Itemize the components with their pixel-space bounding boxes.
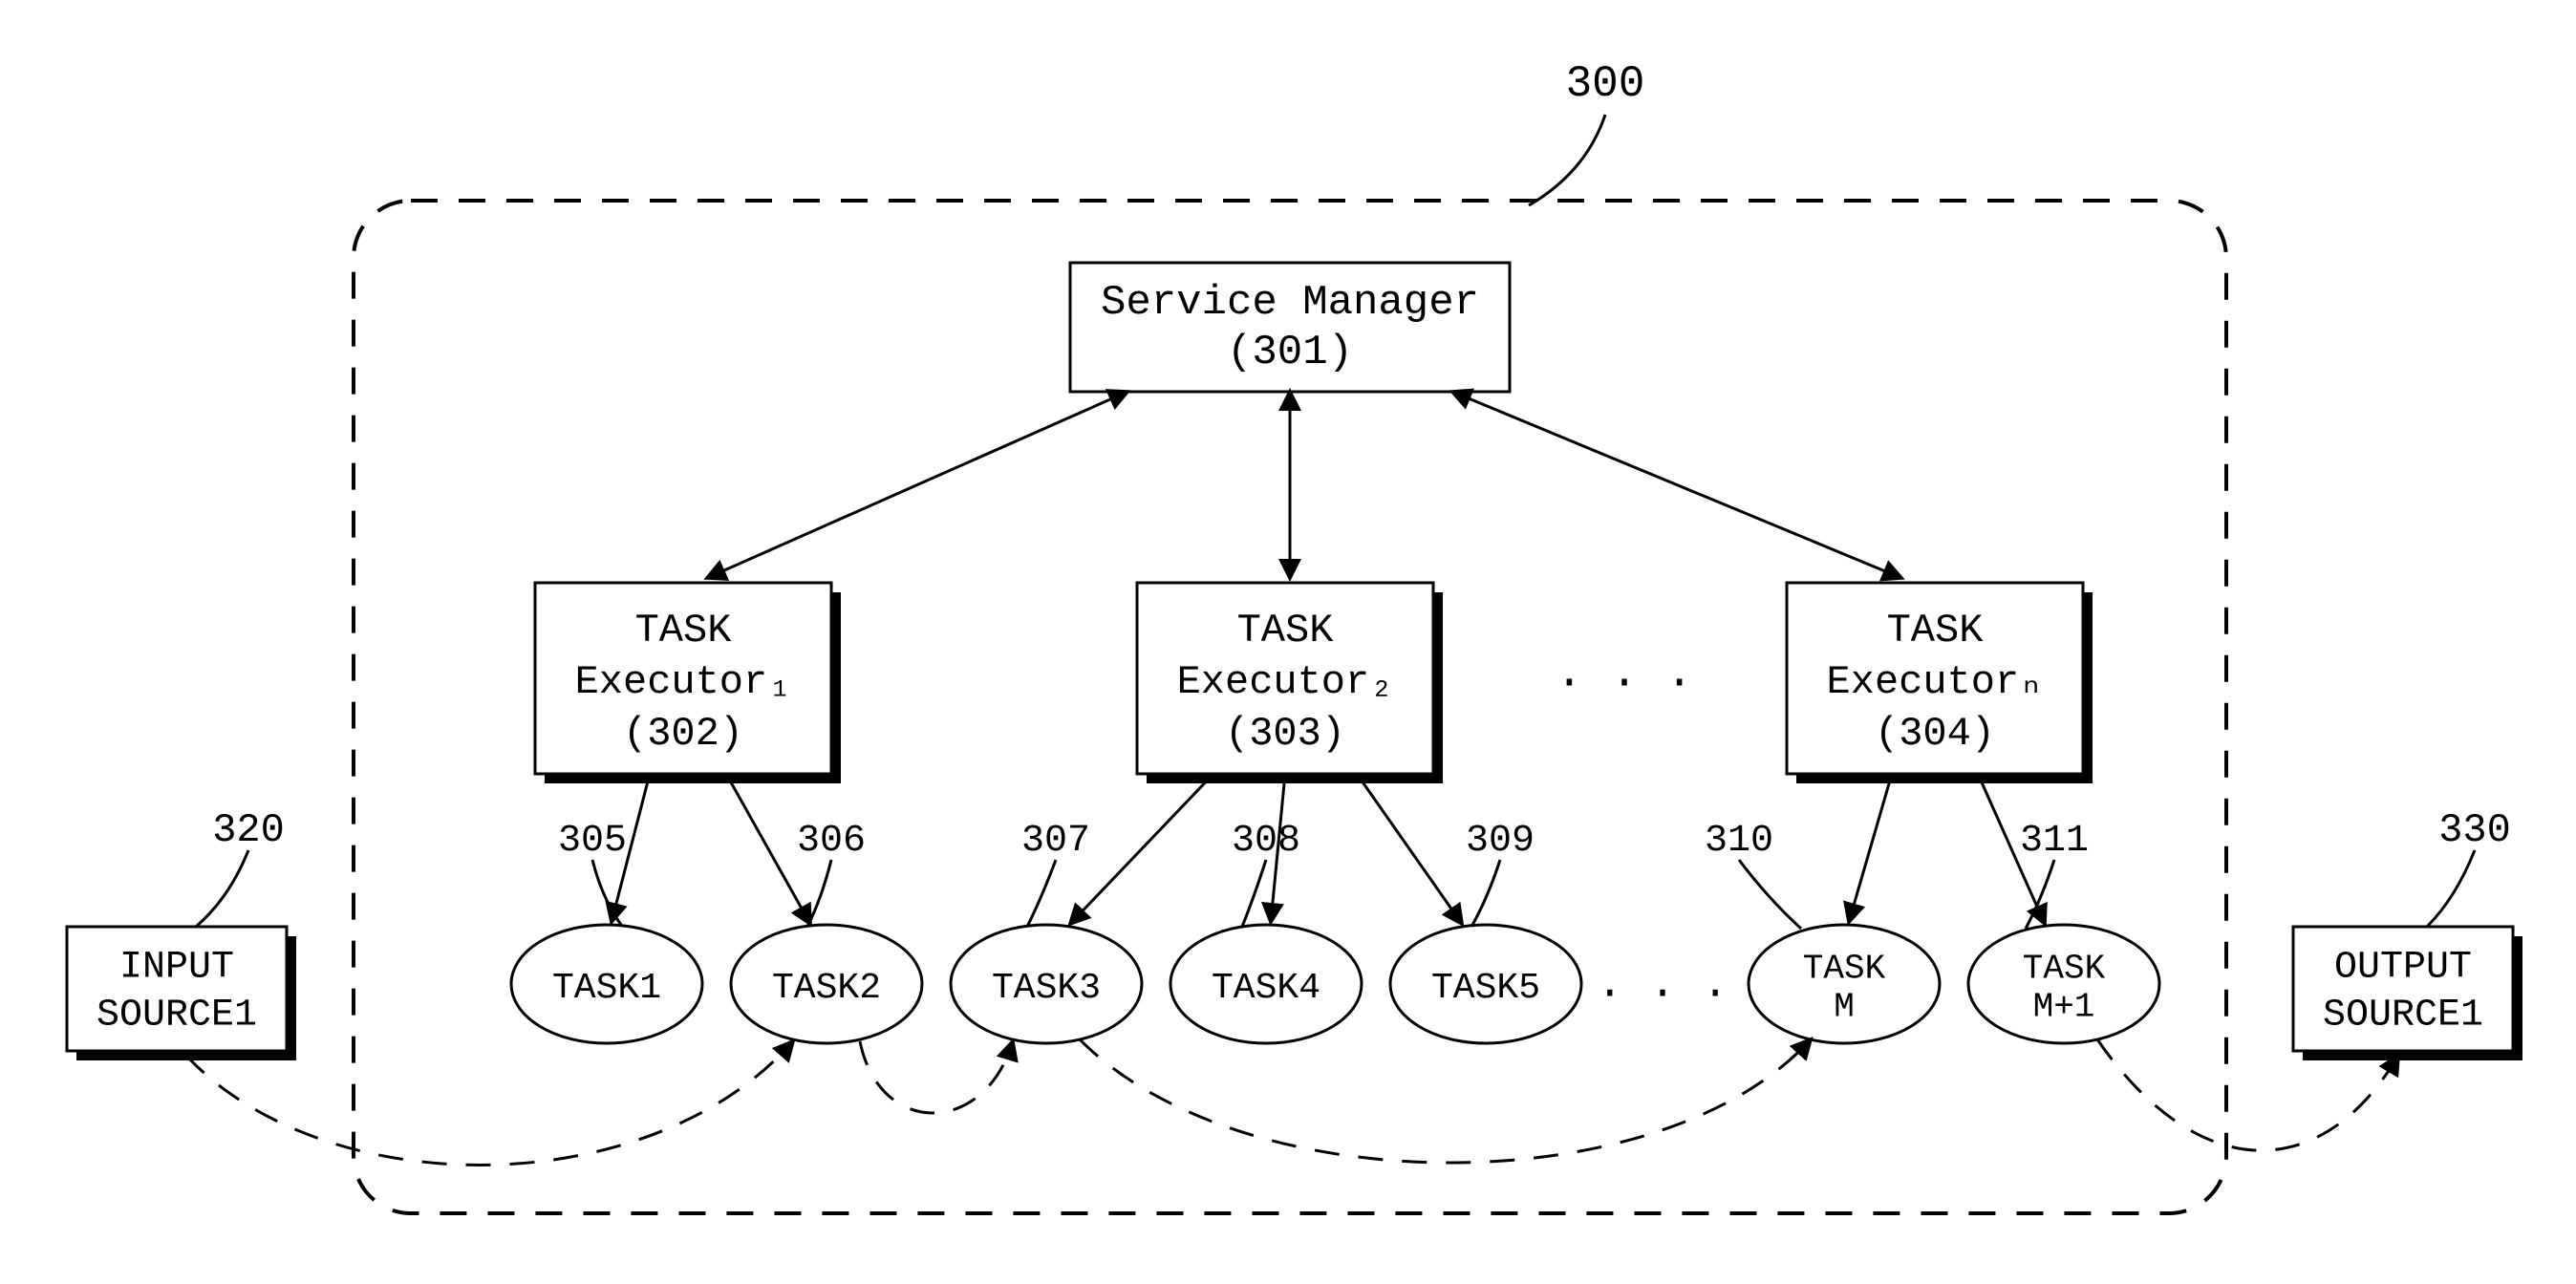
svg-text:Executorₙ: Executorₙ xyxy=(1827,659,2044,705)
svg-text:Service Manager: Service Manager xyxy=(1101,279,1479,327)
svg-text:TASK2: TASK2 xyxy=(772,968,881,1009)
svg-text:SOURCE1: SOURCE1 xyxy=(2323,995,2483,1038)
svg-text:TASK: TASK xyxy=(1237,608,1335,653)
svg-text:TASK: TASK xyxy=(1803,950,1886,989)
svg-text:(303): (303) xyxy=(1225,711,1345,757)
svg-text:TASK5: TASK5 xyxy=(1431,968,1540,1009)
svg-text:TASK1: TASK1 xyxy=(552,968,661,1009)
svg-text:330: 330 xyxy=(2438,807,2511,853)
svg-text:320: 320 xyxy=(212,807,285,853)
svg-text:310: 310 xyxy=(1705,820,1773,863)
svg-text:· · ·: · · · xyxy=(1556,658,1693,710)
svg-text:(301): (301) xyxy=(1227,329,1353,376)
svg-text:INPUT: INPUT xyxy=(119,947,234,990)
svg-text:SOURCE1: SOURCE1 xyxy=(97,995,257,1038)
svg-text:300: 300 xyxy=(1566,59,1645,109)
svg-text:TASK3: TASK3 xyxy=(992,968,1101,1009)
svg-text:306: 306 xyxy=(797,820,866,863)
svg-text:TASK: TASK xyxy=(635,608,733,653)
svg-text:· · ·: · · · xyxy=(1597,969,1728,1018)
svg-text:307: 307 xyxy=(1021,820,1090,863)
diagram-canvas: 300 Service Manager(301) TASK Executor₁ (302… xyxy=(0,0,2576,1284)
svg-text:Executor₁: Executor₁ xyxy=(575,659,792,705)
svg-text:OUTPUT: OUTPUT xyxy=(2334,947,2472,990)
svg-text:TASK4: TASK4 xyxy=(1212,968,1320,1009)
svg-text:M: M xyxy=(1834,988,1855,1027)
svg-text:TASK: TASK xyxy=(1887,608,1985,653)
svg-text:(302): (302) xyxy=(623,711,743,757)
svg-text:311: 311 xyxy=(2020,820,2089,863)
svg-text:(304): (304) xyxy=(1875,711,1995,757)
svg-text:TASK: TASK xyxy=(2023,950,2106,989)
svg-text:Executor₂: Executor₂ xyxy=(1177,659,1394,705)
svg-text:308: 308 xyxy=(1232,820,1300,863)
svg-text:305: 305 xyxy=(558,820,627,863)
svg-text:M+1: M+1 xyxy=(2033,988,2095,1027)
svg-text:309: 309 xyxy=(1466,820,1535,863)
